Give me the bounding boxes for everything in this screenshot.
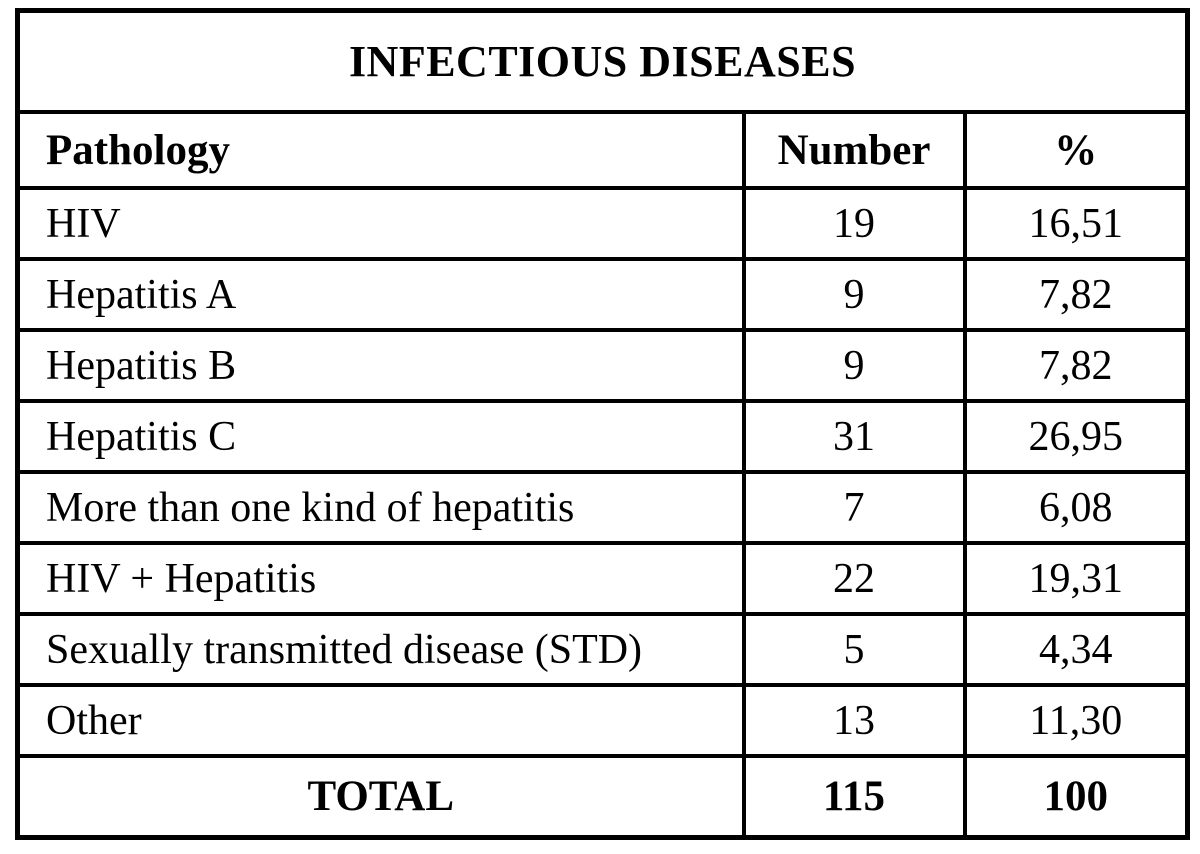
percent-cell: 7,82 <box>962 328 1190 403</box>
total-label-cell: TOTAL <box>15 754 746 840</box>
percent-cell: 7,82 <box>962 257 1190 332</box>
number-cell: 22 <box>741 541 967 616</box>
pathology-cell: Hepatitis B <box>15 328 746 403</box>
percent-cell: 16,51 <box>962 186 1190 261</box>
table-title: INFECTIOUS DISEASES <box>15 8 1190 114</box>
number-cell: 7 <box>741 470 967 545</box>
table-row: Sexually transmitted disease (STD) 5 4,3… <box>15 612 1190 687</box>
pathology-cell: More than one kind of hepatitis <box>15 470 746 545</box>
table-row: HIV + Hepatitis 22 19,31 <box>15 541 1190 616</box>
table-row: Hepatitis A 9 7,82 <box>15 257 1190 332</box>
column-header-number: Number <box>741 110 967 190</box>
number-cell: 13 <box>741 683 967 758</box>
infectious-diseases-table: INFECTIOUS DISEASES Pathology Number % H… <box>15 8 1191 840</box>
percent-cell: 6,08 <box>962 470 1190 545</box>
number-cell: 9 <box>741 257 967 332</box>
total-number-cell: 115 <box>741 754 967 840</box>
table-header-row: Pathology Number % <box>15 110 1190 190</box>
table-row: Hepatitis B 9 7,82 <box>15 328 1190 403</box>
table-row: Other 13 11,30 <box>15 683 1190 758</box>
percent-cell: 4,34 <box>962 612 1190 687</box>
total-percent-cell: 100 <box>962 754 1190 840</box>
table-row: Hepatitis C 31 26,95 <box>15 399 1190 474</box>
number-cell: 5 <box>741 612 967 687</box>
table-row: More than one kind of hepatitis 7 6,08 <box>15 470 1190 545</box>
table-row: HIV 19 16,51 <box>15 186 1190 261</box>
table-title-row: INFECTIOUS DISEASES <box>15 8 1190 114</box>
table-total-row: TOTAL 115 100 <box>15 754 1190 840</box>
pathology-cell: Hepatitis C <box>15 399 746 474</box>
percent-cell: 11,30 <box>962 683 1190 758</box>
pathology-cell: Hepatitis A <box>15 257 746 332</box>
number-cell: 19 <box>741 186 967 261</box>
percent-cell: 19,31 <box>962 541 1190 616</box>
pathology-cell: HIV <box>15 186 746 261</box>
pathology-cell: HIV + Hepatitis <box>15 541 746 616</box>
number-cell: 31 <box>741 399 967 474</box>
column-header-percent: % <box>962 110 1190 190</box>
percent-cell: 26,95 <box>962 399 1190 474</box>
pathology-cell: Sexually transmitted disease (STD) <box>15 612 746 687</box>
column-header-pathology: Pathology <box>15 110 746 190</box>
number-cell: 9 <box>741 328 967 403</box>
pathology-cell: Other <box>15 683 746 758</box>
